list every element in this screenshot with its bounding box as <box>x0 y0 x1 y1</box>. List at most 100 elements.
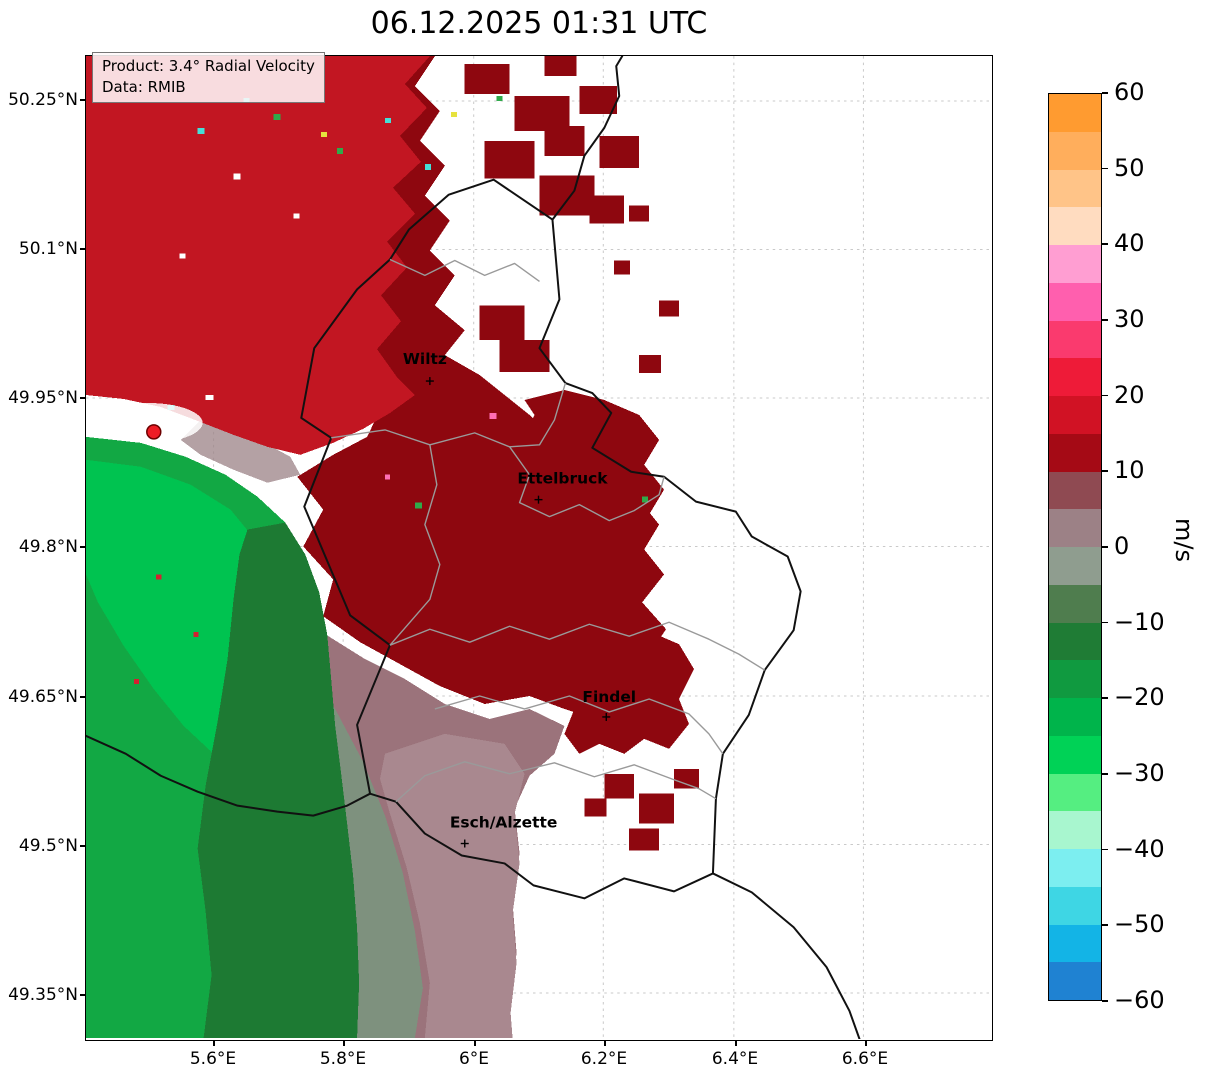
field-red-main <box>86 56 430 455</box>
colorbar-segment <box>1049 886 1101 925</box>
colorbar-tick-label: 30 <box>1114 305 1145 333</box>
velocity-field <box>86 56 699 1038</box>
colorbar-segment <box>1049 396 1101 434</box>
y-axis-tick-label: 49.65°N <box>8 687 78 707</box>
map-plot-area: Product: 3.4° Radial Velocity Data: RMIB <box>85 52 993 1041</box>
x-axis-tick-mark <box>735 1041 737 1046</box>
colorbar-tick-mark <box>1102 1000 1108 1002</box>
page-title: 06.12.2025 01:31 UTC <box>370 6 708 41</box>
x-axis-tick-label: 6.4°E <box>711 1049 759 1069</box>
x-axis-tick-label: 6.2°E <box>580 1049 628 1069</box>
y-axis-tick-mark <box>80 99 85 101</box>
x-axis-tick-label: 6.6°E <box>841 1049 889 1069</box>
x-axis-tick-mark <box>474 1041 476 1046</box>
colorbar-tick-label: 40 <box>1114 229 1145 258</box>
colorbar-tick-mark <box>1102 697 1108 699</box>
colorbar-tick-mark <box>1102 924 1108 926</box>
colorbar-tick-mark <box>1102 848 1108 851</box>
colorbar-tick-label: −60 <box>1114 986 1165 1014</box>
colorbar-segment <box>1049 207 1101 245</box>
colorbar-tick-label: 20 <box>1114 380 1145 409</box>
x-axis-tick-mark <box>604 1041 606 1046</box>
city-wiltz: Wiltz <box>403 350 447 386</box>
field-gray-near-radar <box>180 416 301 483</box>
district-borders <box>331 258 766 803</box>
border-france-belgium <box>86 734 372 817</box>
y-axis-tick-label: 50.1°N <box>18 239 78 259</box>
city-esch-alzette: Esch/Alzette <box>450 814 557 848</box>
colorbar-tick-mark <box>1102 319 1108 321</box>
colorbar-segment <box>1049 698 1101 736</box>
x-axis-tick-mark <box>213 1041 215 1046</box>
product-info-box: Product: 3.4° Radial Velocity Data: RMIB <box>92 52 325 103</box>
colorbar-tick-label: −40 <box>1114 834 1165 863</box>
colorbar-segment <box>1049 131 1101 170</box>
y-axis-tick-mark <box>80 397 85 399</box>
radar-map: Wiltz Ettelbruck Findel Esch/Alzette <box>86 56 991 1039</box>
border-france-germany <box>711 872 861 1039</box>
x-axis-tick-label: 5.8°E <box>319 1049 367 1069</box>
colorbar-segment <box>1049 622 1101 661</box>
y-axis-tick-label: 50.25°N <box>8 90 78 110</box>
colorbar-segment <box>1049 94 1101 132</box>
colorbar-tick-label: 10 <box>1114 456 1145 485</box>
colorbar-tick-label: 60 <box>1114 78 1145 106</box>
x-axis-tick-mark <box>865 1041 867 1046</box>
x-axis-tick-label: 6°E <box>458 1049 490 1069</box>
colorbar-tick-mark <box>1102 470 1108 472</box>
city-label: Esch/Alzette <box>450 814 557 832</box>
colorbar-tick-label: 50 <box>1114 153 1145 182</box>
product-label: Product: 3.4° Radial Velocity <box>102 57 315 75</box>
x-axis-tick-label: 5.6°E <box>189 1049 237 1069</box>
radar-clear-zone <box>92 402 203 443</box>
colorbar-tick-mark <box>1102 167 1108 170</box>
city-ettelbruck: Ettelbruck <box>517 470 608 504</box>
city-label: Ettelbruck <box>517 470 608 488</box>
colorbar-tick-mark <box>1102 621 1108 624</box>
colorbar-segment <box>1049 282 1101 321</box>
colorbar-segment <box>1049 962 1101 1000</box>
colorbar-tick-label: −50 <box>1114 910 1165 939</box>
y-axis-tick-mark <box>80 546 85 548</box>
y-axis-tick-label: 49.95°N <box>8 388 78 408</box>
field-darkred-main <box>230 56 673 722</box>
colorbar-segment <box>1049 169 1101 208</box>
field-mauve-streak <box>380 733 525 1038</box>
x-axis-tick-mark <box>343 1041 345 1046</box>
colorbar-tick-mark <box>1102 773 1108 775</box>
field-green-dark <box>197 522 360 1038</box>
radar-site-marker <box>146 424 162 440</box>
y-axis-tick-mark <box>80 696 85 698</box>
y-axis-tick-label: 49.8°N <box>18 537 78 557</box>
y-axis-tick-mark <box>80 994 85 996</box>
data-source-label: Data: RMIB <box>102 78 186 96</box>
y-axis-tick-label: 49.35°N <box>8 985 78 1005</box>
colorbar-segment <box>1049 245 1101 283</box>
luxembourg-border <box>300 178 802 900</box>
colorbar-segment <box>1049 849 1101 887</box>
colorbar-tick-mark <box>1102 243 1108 245</box>
city-findel: Findel <box>582 688 636 721</box>
colorbar-tick-label: 0 <box>1114 532 1130 560</box>
y-axis-tick-mark <box>80 845 85 847</box>
field-darkred-patches <box>464 56 699 851</box>
border-belgium-germany <box>551 56 624 221</box>
colorbar-segment <box>1049 811 1101 849</box>
colorbar-segment <box>1049 547 1101 585</box>
colorbar-segment <box>1049 509 1101 547</box>
colorbar-segment <box>1049 660 1101 698</box>
colorbar-tick-label: −10 <box>1114 607 1165 636</box>
y-axis-tick-mark <box>80 248 85 250</box>
colorbar-tick-mark <box>1102 92 1108 94</box>
colorbar-tick-mark <box>1102 394 1108 397</box>
colorbar-tick-mark <box>1102 546 1108 548</box>
city-label: Findel <box>582 688 636 706</box>
colorbar-segment <box>1049 735 1101 774</box>
colorbar <box>1048 93 1102 1001</box>
colorbar-tick-label: −30 <box>1114 759 1165 787</box>
colorbar-segment <box>1049 433 1101 472</box>
country-borders <box>86 56 861 1039</box>
colorbar-tick-label: −20 <box>1114 683 1165 712</box>
colorbar-unit-label: m/s <box>1170 518 1198 562</box>
